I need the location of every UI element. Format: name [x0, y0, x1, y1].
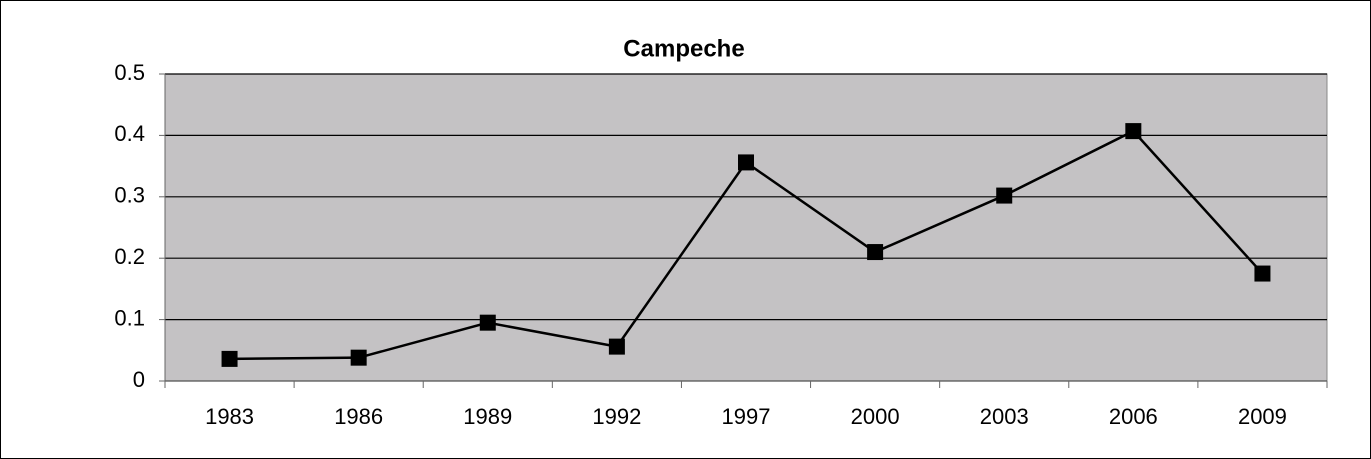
marker: [996, 187, 1013, 204]
y-tick-label: 0.5: [114, 60, 145, 85]
x-tick-label: 2006: [1109, 404, 1158, 429]
y-tick-label: 0.2: [114, 244, 145, 269]
marker: [1254, 265, 1271, 282]
x-tick-label: 2000: [851, 404, 900, 429]
marker: [738, 154, 754, 171]
x-tick-label: 2009: [1238, 404, 1287, 429]
marker: [608, 338, 625, 355]
x-tick-label: 1989: [463, 404, 512, 429]
y-tick-label: 0: [133, 367, 145, 392]
x-tick-label: 2003: [980, 404, 1029, 429]
x-tick-label: 1986: [334, 404, 383, 429]
y-tick-label: 0.4: [114, 121, 145, 146]
marker: [350, 349, 367, 366]
marker: [867, 244, 884, 261]
x-tick-label: 1983: [205, 404, 254, 429]
x-tick-label: 1997: [722, 404, 771, 429]
marker: [1125, 123, 1142, 140]
y-tick-label: 0.3: [114, 183, 145, 208]
marker: [479, 314, 496, 331]
chart-title: Campeche: [623, 35, 744, 62]
plot-area: [164, 73, 1328, 382]
y-tick-label: 0.1: [114, 305, 145, 330]
x-tick-label: 1992: [592, 404, 641, 429]
marker: [221, 350, 238, 367]
